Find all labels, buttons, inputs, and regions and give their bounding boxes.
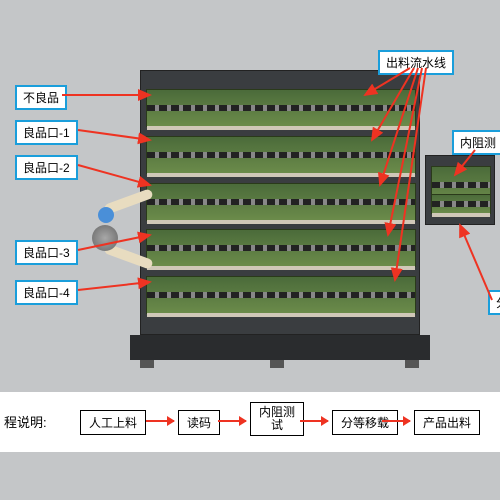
flow-step-1: 人工上料 (80, 410, 146, 435)
rack-row (431, 194, 491, 214)
rack-row (146, 229, 416, 267)
flow-arrow-icon (382, 420, 410, 422)
flow-title: 程说明: (4, 412, 47, 431)
rack-row (146, 276, 416, 314)
label-resistance: 内阻测 (452, 130, 500, 155)
side-unit (425, 155, 495, 225)
label-defect: 不良品 (15, 85, 67, 110)
flow-step-4: 分等移载 (332, 410, 398, 435)
rack-row (146, 183, 416, 221)
label-good-1: 良品口-1 (15, 120, 78, 145)
machine-body (140, 70, 420, 335)
label-outlet: 出料流水线 (378, 50, 454, 75)
rack-row (146, 136, 416, 174)
rack-row (146, 89, 416, 127)
flow-arrow-icon (218, 420, 246, 422)
label-good-4: 良品口-4 (15, 280, 78, 305)
process-flow: 程说明: 人工上料 读码 内阻测 试 分等移载 产品出料 (0, 392, 500, 452)
flow-arrow-icon (300, 420, 328, 422)
flow-step-3: 内阻测 试 (250, 402, 304, 436)
label-good-2: 良品口-2 (15, 155, 78, 180)
flow-arrow-icon (146, 420, 174, 422)
flow-step-5: 产品出料 (414, 410, 480, 435)
machine-base (130, 335, 430, 360)
flow-step-2: 读码 (178, 410, 220, 435)
robot-arm (70, 195, 140, 265)
label-good-3: 良品口-3 (15, 240, 78, 265)
label-edge: 分 (488, 290, 500, 315)
